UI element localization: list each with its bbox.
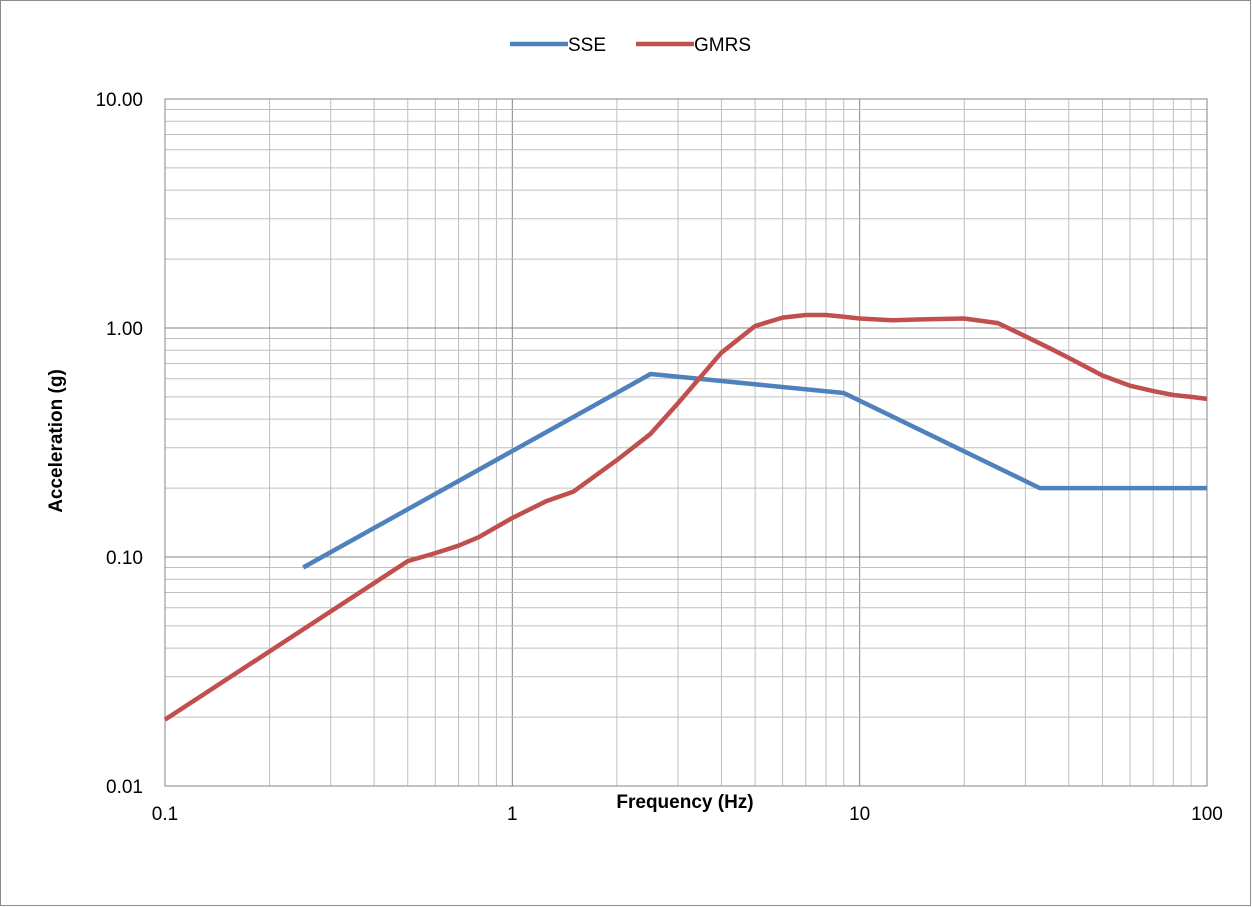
y-tick-label: 10.00 (95, 90, 143, 111)
grid (164, 99, 1207, 787)
y-tick-label: 0.01 (106, 777, 143, 798)
x-tick-label: 1 (507, 804, 518, 825)
y-tick-label: 0.10 (106, 548, 143, 569)
legend-label-gmrs: GMRS (694, 35, 751, 56)
x-tick-label: 100 (1191, 804, 1223, 825)
x-tick-label: 10 (849, 804, 870, 825)
series-lines (163, 312, 1208, 722)
y-axis-title: Acceleration (g) (46, 369, 67, 513)
y-tick-label: 1.00 (106, 319, 143, 340)
legend-label-sse: SSE (568, 35, 606, 56)
plot-area (164, 98, 1208, 787)
series-line-gmrs (163, 312, 1208, 722)
series-line-sse (302, 371, 1207, 570)
x-tick-label: 0.1 (152, 804, 178, 825)
x-axis-title: Frequency (Hz) (616, 792, 753, 813)
tick-labels: 0.1 1 10 100 0.01 0.10 1.00 10.00 (95, 90, 1222, 825)
legend: SSE GMRS (510, 35, 751, 56)
